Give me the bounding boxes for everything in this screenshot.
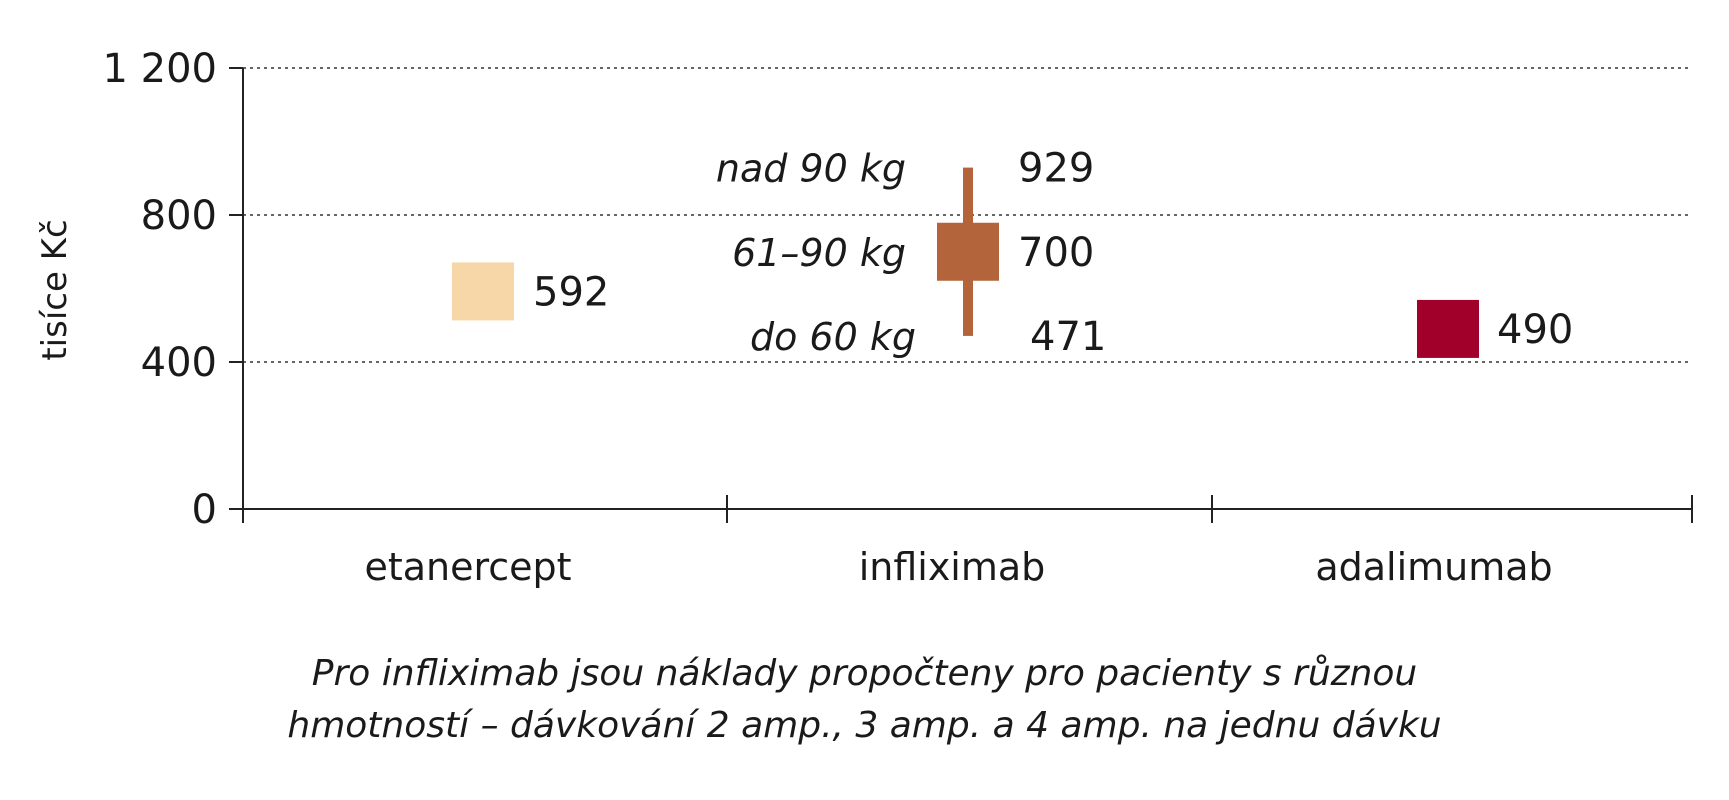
- y-tick-label-1200: 1 200: [102, 46, 217, 92]
- value-label-infliximab-low: 471: [1030, 314, 1106, 360]
- annotation-high-weight: nad 90 kg: [716, 147, 906, 191]
- bar-infliximab: [937, 222, 999, 281]
- y-tick-label-0: 0: [192, 487, 217, 533]
- value-label-infliximab: 700: [1018, 230, 1094, 276]
- chart-note-line-2: hmotností – dávkování 2 amp., 3 amp. a 4…: [287, 705, 1442, 746]
- category-label-etanercept: etanercept: [364, 545, 571, 589]
- bar-adalimumab: [1417, 299, 1479, 358]
- chart-note: Pro infliximab jsou náklady propočteny p…: [0, 648, 1729, 752]
- chart-note-line-1: Pro infliximab jsou náklady propočteny p…: [311, 653, 1418, 694]
- value-label-adalimumab: 490: [1497, 307, 1573, 353]
- y-axis-label: tisíce Kč: [35, 219, 75, 360]
- annotation-low-weight: do 60 kg: [750, 315, 916, 359]
- bar-etanercept: [452, 262, 514, 321]
- value-label-infliximab-high: 929: [1018, 146, 1094, 192]
- y-tick-label-400: 400: [141, 340, 217, 386]
- y-tick-label-800: 800: [141, 193, 217, 239]
- category-label-adalimumab: adalimumab: [1315, 545, 1552, 589]
- category-label-infliximab: infliximab: [859, 545, 1046, 589]
- value-label-etanercept: 592: [533, 269, 609, 315]
- annotation-mid-weight: 61–90 kg: [732, 231, 906, 275]
